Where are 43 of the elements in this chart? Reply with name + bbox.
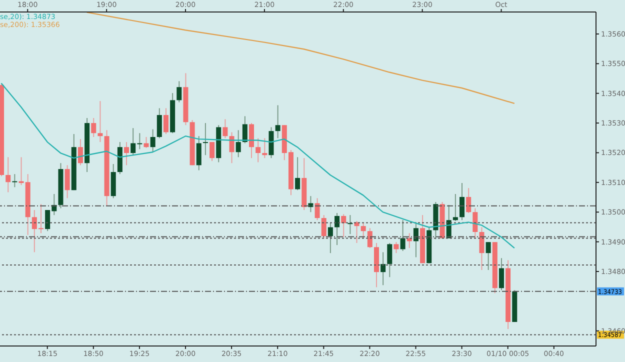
candlestick (163, 108, 168, 135)
candlestick (328, 222, 333, 254)
candlestick (210, 142, 215, 162)
candlestick (295, 156, 300, 191)
candlestick (256, 138, 261, 163)
candlestick (196, 136, 202, 171)
candlestick (91, 117, 96, 138)
candlestick (394, 242, 399, 254)
candlestick (479, 226, 484, 270)
candlestick (314, 198, 320, 221)
candlestick (380, 252, 386, 286)
candlestick (321, 214, 326, 239)
candlestick (12, 174, 18, 188)
candlestick (202, 122, 208, 156)
candlestick (452, 193, 458, 222)
candlestick (262, 138, 268, 159)
candlestick (360, 222, 366, 239)
candlestick (6, 156, 11, 193)
candlestick (498, 258, 504, 291)
candlestick (98, 100, 103, 143)
candlestick (367, 228, 372, 249)
candlestick (124, 142, 130, 166)
candlestick (222, 118, 228, 139)
candlestick (387, 242, 392, 278)
candlestick (334, 212, 340, 246)
candlestick (156, 108, 162, 139)
candlestick (466, 188, 472, 214)
candlestick (460, 182, 465, 221)
candlestick (275, 104, 280, 139)
candlestick (341, 214, 346, 238)
candlestick (406, 232, 412, 249)
candlestick (400, 220, 406, 252)
candlestick (472, 208, 478, 239)
candlestick (486, 242, 491, 270)
candlestick (176, 80, 182, 103)
candlestick (249, 122, 254, 159)
candlestick (144, 136, 149, 148)
candlestick (229, 132, 234, 164)
candlestick (236, 130, 241, 158)
candlestick (78, 138, 83, 166)
candlestick (64, 164, 70, 199)
candlestick (242, 116, 248, 144)
candlestick (150, 128, 156, 153)
